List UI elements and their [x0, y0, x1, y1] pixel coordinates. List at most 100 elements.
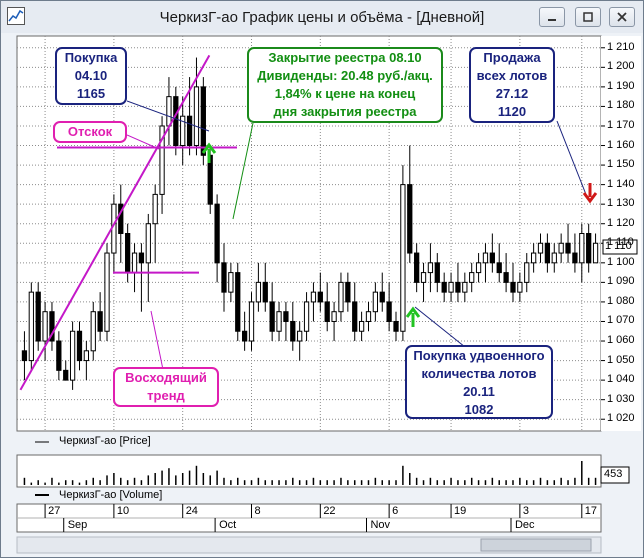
candle-body	[255, 281, 262, 303]
candle-body	[35, 291, 41, 342]
price-axis-label: 1 040	[607, 373, 635, 386]
price-axis-label: 1 160	[607, 138, 635, 151]
candle-body	[393, 320, 399, 332]
price-axis-label: 1 110	[607, 236, 634, 249]
candle-body	[558, 242, 564, 254]
candle-body	[551, 252, 557, 264]
candle-body	[125, 233, 131, 274]
candle-body	[572, 252, 578, 264]
minimize-icon	[548, 19, 556, 21]
candle-body	[475, 262, 482, 274]
price-axis-label: 1 050	[607, 353, 635, 366]
candle-body	[489, 252, 495, 264]
volume-legend-label: ЧеркизГ-ао [Volume]	[59, 489, 163, 501]
candle-body	[386, 301, 392, 322]
candle-body	[358, 320, 365, 332]
candle-body	[524, 262, 530, 283]
candle-body	[324, 301, 330, 322]
candle-body	[379, 291, 385, 303]
candle-body	[345, 281, 351, 303]
sell-pointer	[556, 120, 588, 198]
candle-body	[462, 281, 468, 293]
candle-body	[56, 340, 62, 371]
horizontal-scrollbar[interactable]	[16, 536, 602, 554]
candle-body	[42, 311, 48, 342]
restore-icon	[583, 12, 593, 22]
buy1-line-1: Покупка	[64, 50, 118, 65]
registry-line-4: дня закрытия реестра	[273, 104, 417, 119]
restore-button[interactable]	[575, 7, 601, 27]
candle-body	[138, 252, 145, 264]
current-price-tag	[602, 239, 638, 255]
candle-body	[63, 369, 69, 381]
candle-body	[407, 184, 413, 254]
candle-body	[49, 311, 55, 342]
buy-annotation-2011: Покупка удвоенного количества лотов 20.1…	[405, 345, 553, 419]
candle-body	[28, 291, 34, 362]
candle-body	[214, 203, 220, 264]
candle-body	[76, 330, 83, 362]
price-axis-label: 1 140	[607, 177, 635, 190]
candle-body	[503, 272, 509, 283]
candle-body	[235, 272, 241, 332]
candle-body	[544, 242, 551, 264]
candle-body	[173, 96, 179, 147]
price-axis-label: 1 180	[607, 99, 635, 112]
registry-pointer	[232, 122, 254, 220]
uptrend-line	[19, 54, 211, 391]
candle-body	[317, 291, 323, 303]
buy1-line-2: 04.10	[74, 68, 108, 83]
close-button[interactable]	[609, 7, 635, 27]
buy2-line-1: Покупка удвоенного	[413, 348, 545, 363]
buy-annotation-1004: Покупка 04.10 1165	[55, 47, 127, 105]
buy1-line-3: 1165	[76, 86, 106, 101]
date-axis-month-label: Oct	[219, 519, 237, 531]
candle-body	[118, 203, 124, 235]
date-axis-day-label: 24	[185, 505, 198, 517]
candle-body	[290, 320, 296, 342]
candle-body	[496, 262, 502, 274]
bounce-annotation: Отскок	[53, 121, 127, 143]
candle-body	[241, 330, 248, 342]
price-axis	[601, 36, 641, 431]
candle-body	[331, 311, 337, 322]
trend-line-2: тренд	[147, 388, 185, 403]
candle-body	[448, 281, 454, 293]
candle-body	[427, 262, 434, 274]
scrollbar-thumb[interactable]	[480, 538, 592, 552]
candle-body	[414, 252, 420, 283]
trend-annotation: Восходящий тренд	[113, 367, 219, 407]
date-axis-day-label: 3	[522, 505, 529, 517]
candle-body	[166, 96, 172, 127]
price-axis-label: 1 120	[607, 216, 635, 229]
volume-tag	[600, 466, 630, 484]
candle-body	[310, 291, 317, 303]
candle-body	[434, 262, 440, 283]
candle-body	[97, 311, 103, 332]
window-title: ЧеркизГ-ао График цены и объёма - [Дневн…	[159, 9, 485, 26]
price-axis-label: 1 080	[607, 294, 635, 307]
candle-body	[276, 311, 282, 332]
price-legend-label: ЧеркизГ-ао [Price]	[59, 435, 151, 447]
price-axis-label: 1 200	[607, 60, 635, 73]
date-axis-day-label: 8	[254, 505, 261, 517]
candle-body	[517, 281, 523, 293]
price-axis-label: 1 190	[607, 79, 635, 92]
candle-body	[365, 311, 372, 322]
minimize-button[interactable]	[539, 7, 565, 27]
candle-body	[248, 301, 255, 342]
price-axis-label: 1 030	[607, 392, 635, 405]
candle-body	[586, 233, 592, 264]
candle-body	[145, 223, 151, 264]
buy2-line-3: 20.11	[463, 384, 495, 399]
price-axis-label: 1 090	[607, 275, 635, 288]
buy-signal-arrow-2	[405, 306, 421, 327]
date-axis-day-label: 19	[454, 505, 467, 517]
candle-body	[352, 301, 358, 332]
volume-bars	[23, 461, 597, 485]
price-axis-label: 1 100	[607, 255, 635, 268]
buy-signal-arrow-1	[201, 142, 217, 163]
date-axis-day-label: 22	[323, 505, 336, 517]
date-axis-day-label: 10	[116, 505, 130, 517]
sell-line-2: всех лотов	[476, 68, 548, 83]
